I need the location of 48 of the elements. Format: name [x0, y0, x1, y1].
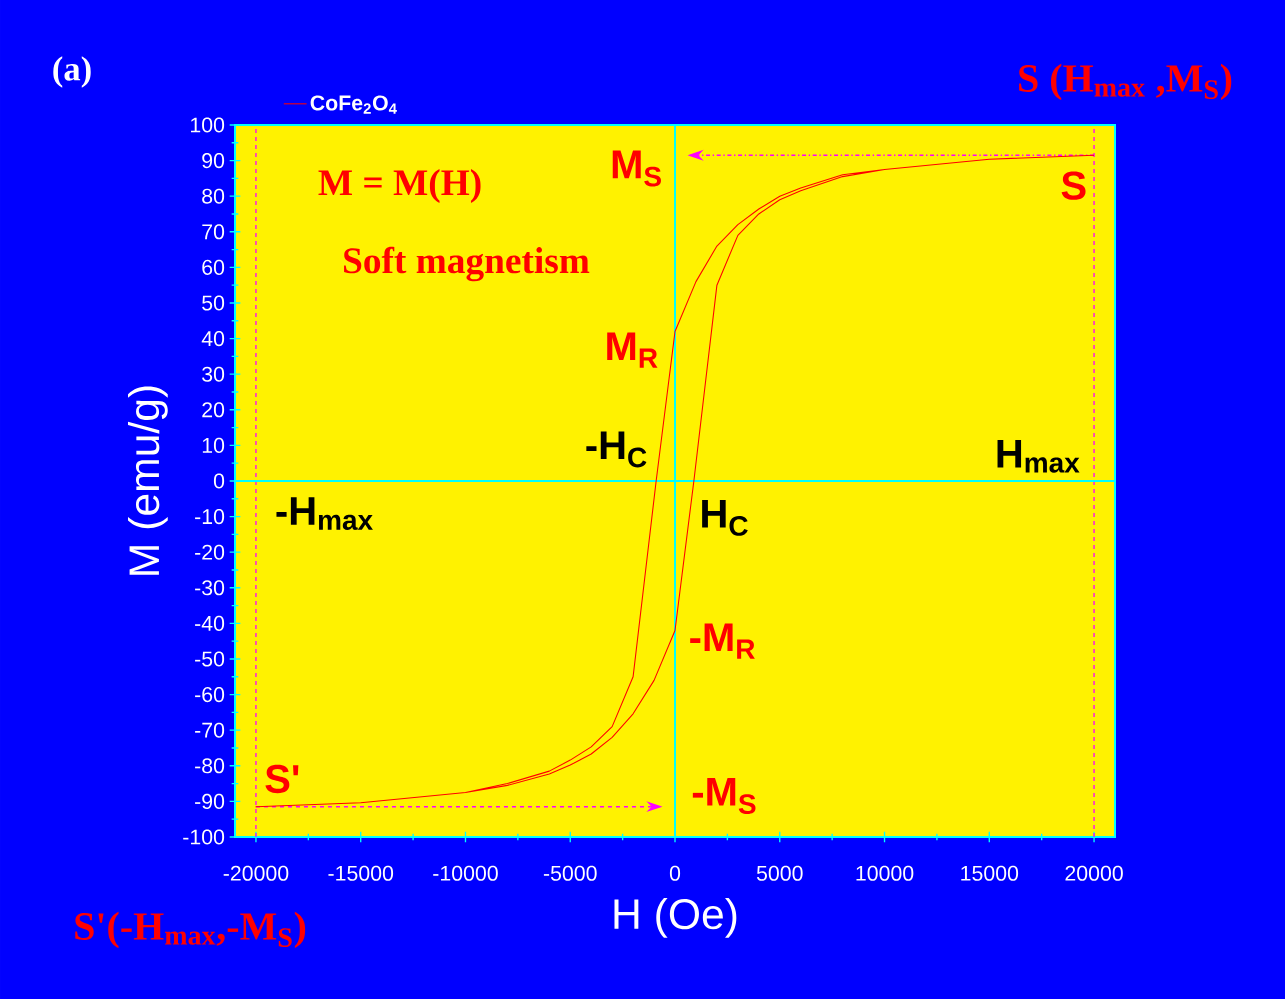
annotation: -M$_{S}$	[692, 778, 756, 815]
y-tick-label: 100	[191, 117, 225, 133]
annotation: Soft magnetism	[344, 246, 590, 282]
y-tick-label: 40	[201, 331, 225, 347]
annotation: -M$_{R}$	[690, 623, 755, 659]
legend-label: CoFe$_{2}$O$_{4}$	[310, 95, 397, 114]
y-tick-label: 30	[202, 366, 225, 382]
y-tick-label: -20	[195, 544, 225, 560]
x-axis-title: H (Oe)	[614, 897, 737, 938]
x-tick-label: 10000	[856, 865, 914, 881]
y-tick-label: -60	[195, 687, 225, 703]
y-tick-label: -10	[195, 509, 225, 525]
x-tick-label: 15000	[961, 865, 1019, 881]
y-tick-label: 20	[202, 402, 225, 418]
y-tick-label: -50	[195, 651, 225, 667]
text: S (H$_{max}$ ,M$_{S}$)	[1019, 63, 1232, 101]
annotation: M$_{R}$	[607, 332, 658, 368]
y-tick-label: 10	[202, 437, 225, 453]
y-tick-label: 60	[202, 259, 225, 275]
x-tick-label: -15000	[328, 865, 394, 881]
x-tick-label: -20000	[223, 865, 289, 881]
text: (a)	[53, 56, 91, 88]
x-tick-label: 0	[669, 865, 681, 881]
text: S'(-H$_{max}$,-M$_{S}$)	[75, 911, 306, 949]
annotation: H$_{C}$	[702, 499, 748, 536]
y-tick-label: -30	[195, 580, 225, 596]
x-tick-label: -5000	[543, 865, 597, 881]
y-tick-label: -100	[183, 829, 225, 845]
annotation: M = M(H)	[318, 169, 481, 203]
x-tick-label: 20000	[1065, 865, 1123, 881]
y-tick-label: 90	[202, 153, 225, 169]
annotation: H$_{max}$	[997, 439, 1080, 473]
y-tick-label: 50	[202, 295, 225, 311]
y-axis-title: M (emu/g)	[128, 386, 168, 575]
y-tick-label: -80	[195, 758, 225, 774]
annotation: -H$_{C}$	[586, 431, 647, 468]
annotation: S	[1061, 171, 1086, 200]
y-tick-label: -40	[195, 615, 225, 631]
y-tick-label: 70	[202, 224, 225, 240]
annotation: -H$_{max}$	[276, 497, 373, 531]
y-tick-label: -70	[195, 722, 225, 738]
y-tick-label: 80	[202, 188, 225, 204]
annotation: S'	[265, 764, 299, 794]
annotation: M$_{S}$	[612, 150, 661, 187]
x-tick-label: -10000	[433, 865, 498, 881]
y-tick-label: 0	[213, 473, 225, 489]
x-tick-label: 5000	[756, 865, 803, 881]
y-tick-label: -90	[195, 793, 225, 809]
